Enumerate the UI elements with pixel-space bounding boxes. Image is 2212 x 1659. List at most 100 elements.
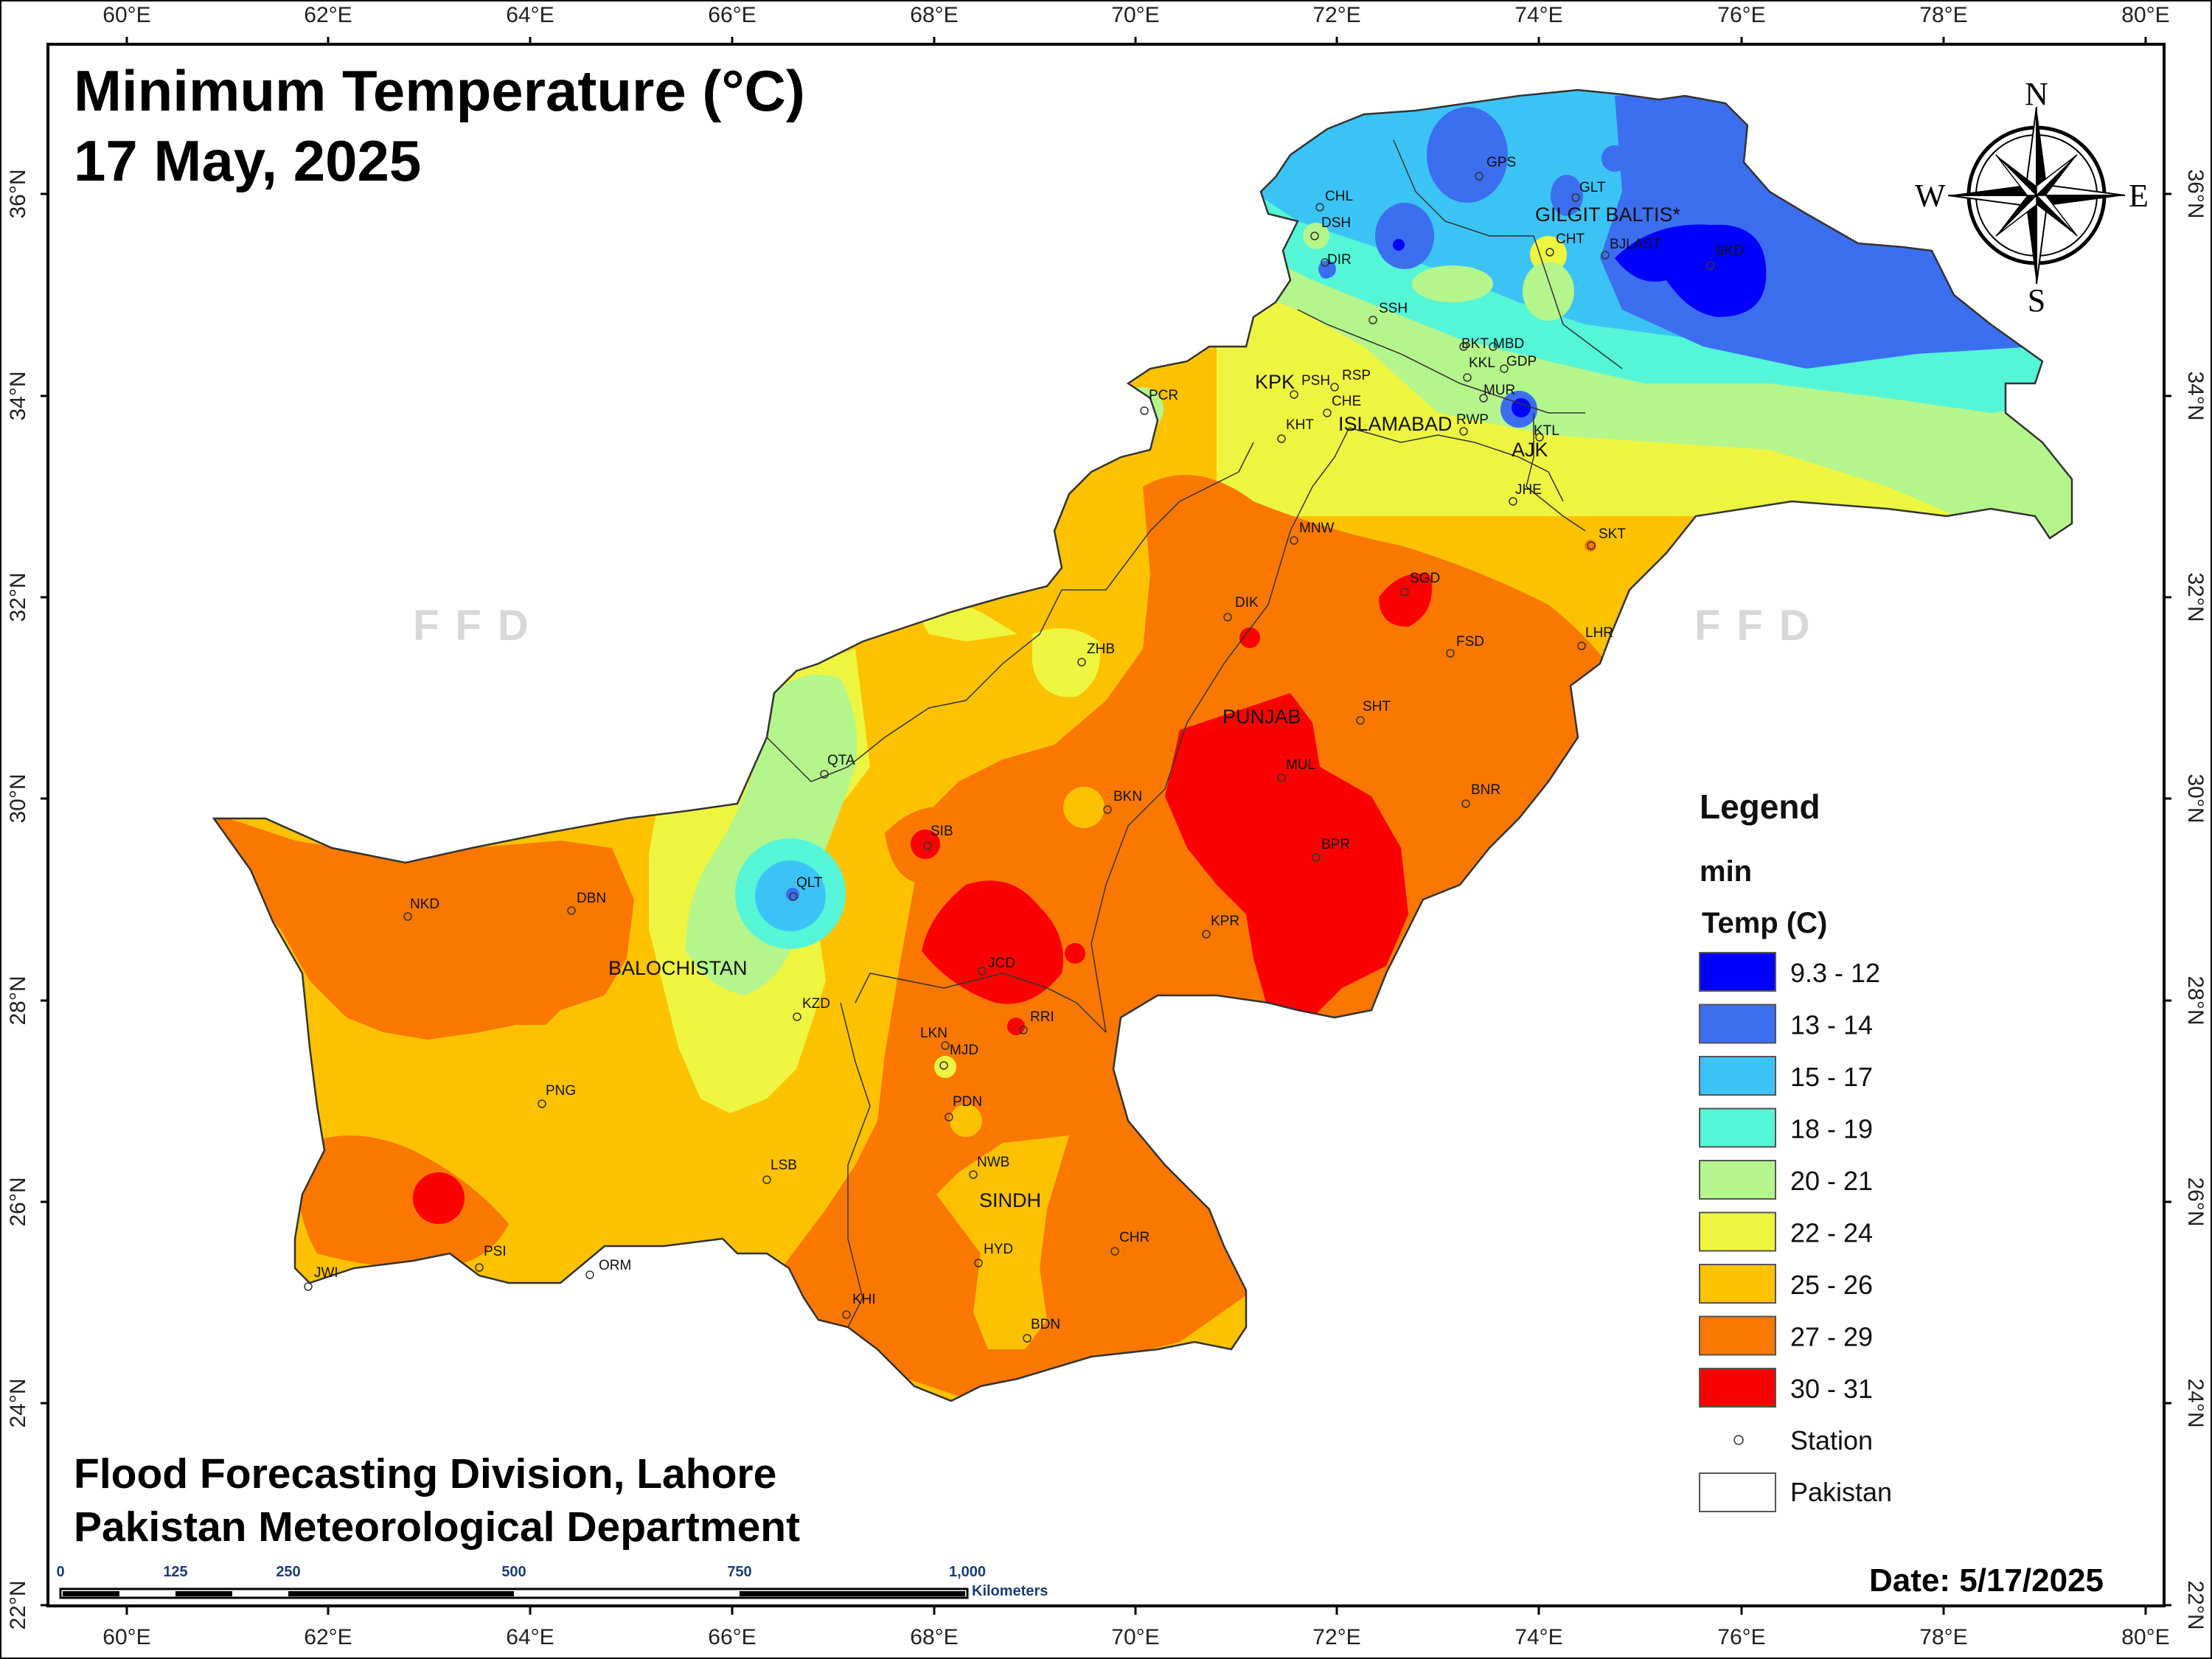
province-boundaries	[766, 139, 1623, 1328]
latitude-labels: 36°N 34°N 32°N 30°N 28°N 26°N 24°N 22°N …	[6, 169, 2208, 1630]
watermark: FFD	[413, 602, 545, 650]
lat-label: 32°N	[6, 572, 30, 622]
station-label: RRI	[1030, 1009, 1054, 1025]
lat-label: 36°N	[2183, 169, 2208, 218]
lat-label: 24°N	[6, 1378, 30, 1427]
zone-30-31	[922, 880, 1063, 1004]
zone-20-21	[1523, 262, 1574, 321]
zone-27-29	[933, 1010, 962, 1040]
zone-30-31	[1379, 574, 1432, 627]
zone-13-14	[1375, 203, 1434, 269]
station-label: SGD	[1410, 571, 1440, 586]
lon-label: 80°E	[2121, 3, 2169, 27]
station-label: DBN	[577, 891, 606, 906]
station-label: PCR	[1149, 388, 1178, 403]
legend-class-label: 13 - 14	[1790, 1010, 1873, 1040]
scale-unit: Kilometers	[972, 1583, 1048, 1599]
station-label: ORM	[599, 1258, 631, 1273]
lon-label: 72°E	[1312, 1625, 1360, 1649]
lat-label: 34°N	[6, 371, 30, 420]
station-label: LHR	[1585, 625, 1613, 641]
station-label: DIR	[1327, 252, 1352, 268]
scale-bar: 0 125 250 500 750 1,000 Kilometers	[56, 1564, 1048, 1599]
lat-label: 26°N	[2183, 1177, 2208, 1226]
zone-13-14	[1320, 267, 1332, 279]
province-label-punjab: PUNJAB	[1222, 706, 1301, 728]
scale-label: 0	[56, 1564, 64, 1580]
legend-layer: min	[1700, 855, 1752, 888]
station-label: MNW	[1299, 521, 1335, 536]
legend-swatch	[1699, 1004, 1776, 1044]
zone-27-29	[214, 811, 634, 1040]
legend-boundary-label: Pakistan	[1790, 1477, 1892, 1507]
province-label-ajk: AJK	[1512, 439, 1548, 461]
lat-label: 36°N	[6, 169, 30, 218]
station-label: NWB	[977, 1155, 1009, 1170]
station-label: ZHB	[1087, 641, 1115, 657]
zone-9-12	[1393, 239, 1405, 251]
credit-department: Pakistan Meteorological Department	[74, 1503, 800, 1551]
lat-label: 26°N	[6, 1177, 30, 1226]
lat-label: 24°N	[2183, 1378, 2208, 1427]
legend-class-label: 20 - 21	[1790, 1166, 1873, 1196]
legend-swatch	[1699, 1264, 1776, 1304]
zone-30-31	[413, 1172, 465, 1224]
zone-30-31	[1065, 943, 1085, 964]
legend-swatch	[1699, 1315, 1776, 1356]
province-label-gb: GILGIT BALTIS*	[1535, 204, 1681, 226]
compass-s: S	[2028, 282, 2045, 319]
zone-25-26	[936, 1135, 1069, 1349]
lon-label: 80°E	[2121, 1625, 2169, 1649]
legend-station-label: Station	[1790, 1425, 1873, 1455]
graticule-ticks	[41, 37, 2171, 1615]
map-date-title: 17 May, 2025	[74, 128, 421, 193]
legend: Legend min Temp (C) 9.3 - 12 13 - 14 15 - …	[1699, 787, 1892, 1512]
lon-label: 68°E	[910, 1625, 958, 1649]
zone-30-31	[1165, 693, 1408, 1018]
zone-20-21	[1412, 265, 1493, 302]
station-label: KTL	[1534, 423, 1559, 439]
station-label: BKN	[1113, 789, 1142, 804]
lon-label: 64°E	[506, 1625, 554, 1649]
station-label: QLT	[796, 875, 823, 891]
station-label: MJD	[950, 1043, 978, 1058]
map-title: Minimum Temperature (°C)	[74, 58, 805, 123]
lon-label: 68°E	[910, 3, 958, 27]
station-label: CHR	[1119, 1230, 1150, 1245]
station-label: QTA	[827, 753, 855, 768]
legend-swatch	[1699, 1107, 1776, 1148]
scale-label: 125	[163, 1564, 187, 1580]
zone-30-31	[1239, 627, 1260, 648]
station-label: SKT	[1599, 526, 1626, 542]
station-label: SKD	[1715, 243, 1744, 259]
station-label: BJLAST	[1610, 237, 1661, 252]
station-label: HYD	[984, 1242, 1013, 1257]
legend-swatch	[1699, 952, 1776, 992]
zone-13-14	[1427, 107, 1508, 203]
lon-label: 62°E	[304, 1625, 352, 1649]
station-label: BKT	[1461, 336, 1489, 352]
station-label: LKN	[920, 1026, 947, 1041]
lon-label: 74°E	[1514, 3, 1562, 27]
station-label: FSD	[1456, 634, 1484, 650]
lon-label: 64°E	[506, 3, 554, 27]
zone-25-26	[950, 1105, 982, 1137]
lat-label: 32°N	[2183, 572, 2208, 622]
watermark: FFD	[1694, 602, 1826, 650]
zone-30-31	[911, 830, 940, 859]
lon-label: 70°E	[1111, 3, 1159, 27]
station-label: RWP	[1456, 412, 1489, 428]
lon-label: 66°E	[708, 1625, 756, 1649]
lon-label: 66°E	[708, 3, 756, 27]
station-label: MBD	[1493, 336, 1524, 352]
lat-label: 22°N	[2183, 1580, 2208, 1630]
station-label: JCD	[988, 956, 1015, 971]
lat-label: 34°N	[2183, 371, 2208, 420]
zone-27-29	[295, 1135, 509, 1268]
legend-class-label: 15 - 17	[1790, 1062, 1873, 1092]
legend-class-label: 22 - 24	[1790, 1218, 1873, 1248]
station-label: KHI	[852, 1292, 876, 1307]
station-label: GPS	[1486, 155, 1516, 170]
lat-label: 28°N	[6, 975, 30, 1025]
